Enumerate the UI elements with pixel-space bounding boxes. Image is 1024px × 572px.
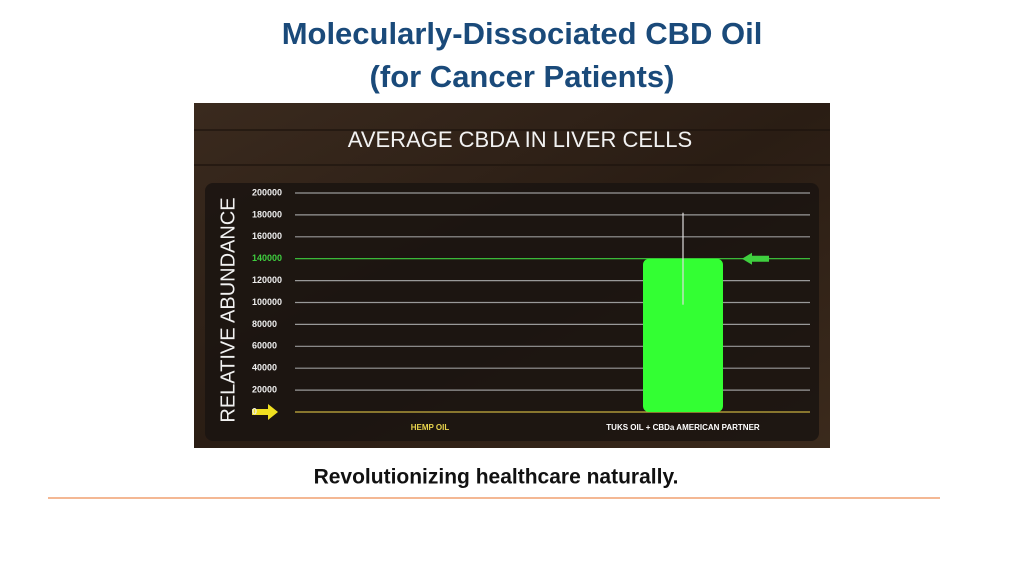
title-line: (for Cancer Patients) — [370, 59, 675, 94]
caption: Revolutionizing healthcare naturally. — [314, 466, 679, 489]
y-tick-label: 120000 — [252, 275, 282, 285]
x-tick-label: HEMP OIL — [411, 423, 450, 432]
bar — [643, 258, 723, 412]
plot-area — [205, 183, 819, 441]
y-tick-label: 180000 — [252, 209, 282, 219]
y-tick-label: 20000 — [252, 384, 277, 394]
y-tick-label: 0 — [252, 406, 257, 416]
y-tick-label: 80000 — [252, 319, 277, 329]
y-axis-label: RELATIVE ABUNDANCE — [217, 197, 239, 422]
reference-arrow — [742, 252, 769, 265]
slide-title: Molecularly-Dissociated CBD Oil (for Can… — [282, 16, 763, 94]
title-line: Molecularly-Dissociated CBD Oil — [282, 16, 763, 51]
y-tick-label: 40000 — [252, 363, 277, 373]
y-tick-label: 200000 — [252, 187, 282, 197]
zero-arrow — [252, 404, 278, 420]
y-tick-label: 60000 — [252, 341, 277, 351]
y-tick-label: 140000 — [252, 253, 282, 263]
chart-title: AVERAGE CBDA IN LIVER CELLS — [348, 127, 692, 152]
wood-grain — [194, 129, 830, 166]
x-tick-label: TUKS OIL + CBDa AMERICAN PARTNER — [606, 423, 760, 432]
y-tick-label: 160000 — [252, 231, 282, 241]
y-tick-label: 100000 — [252, 297, 282, 307]
